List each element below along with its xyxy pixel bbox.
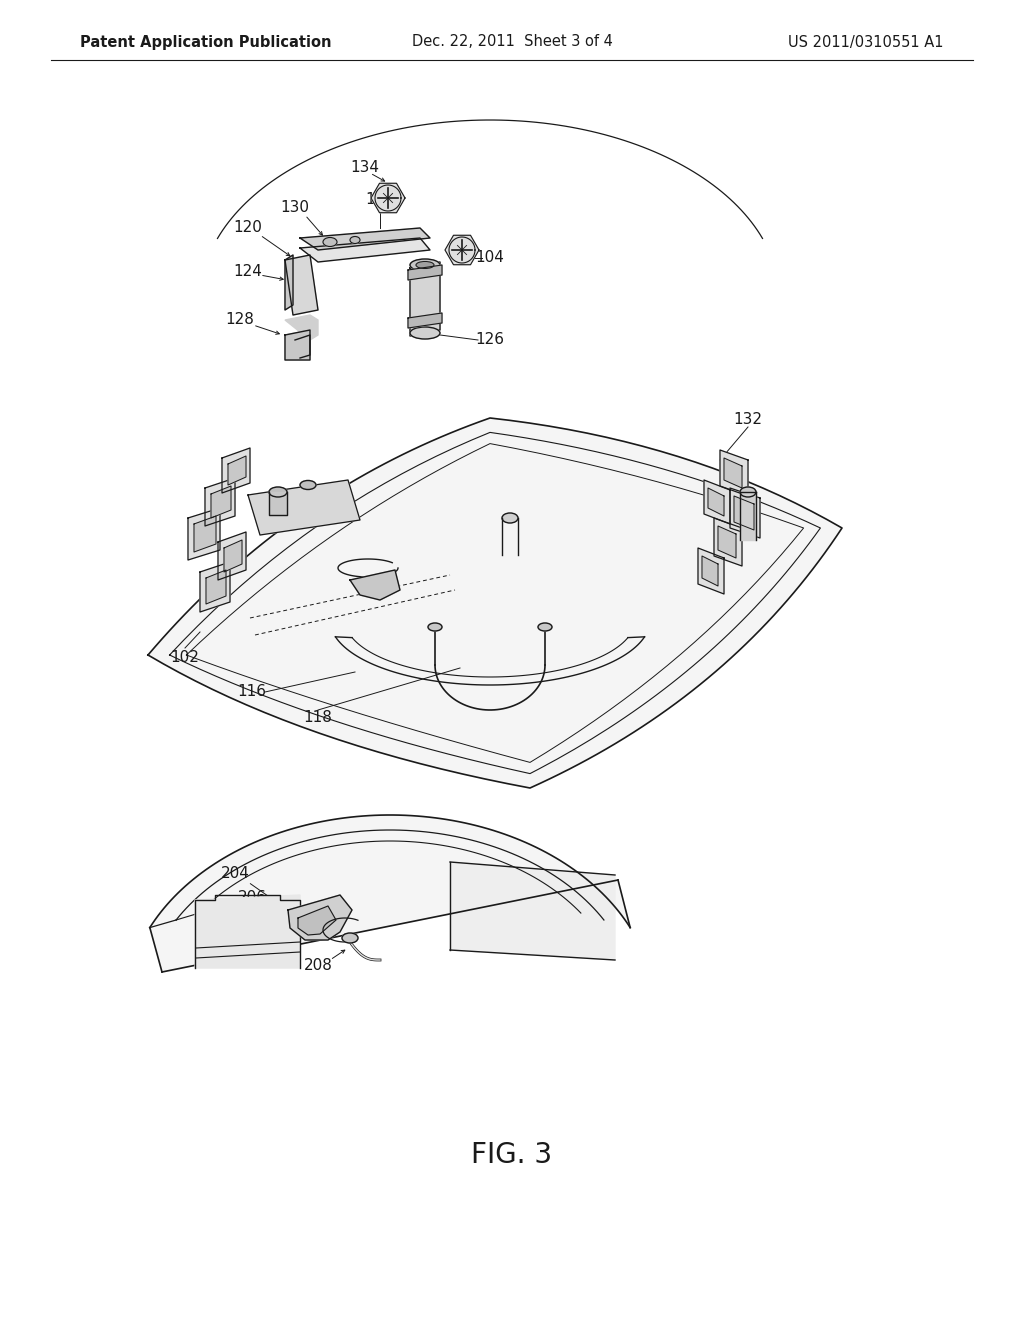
- Ellipse shape: [410, 259, 440, 271]
- Polygon shape: [150, 814, 630, 972]
- Text: 102: 102: [171, 651, 200, 665]
- Polygon shape: [698, 548, 724, 594]
- Polygon shape: [300, 228, 430, 249]
- Polygon shape: [408, 313, 442, 327]
- Text: 204: 204: [220, 866, 250, 882]
- Polygon shape: [408, 265, 442, 280]
- Ellipse shape: [538, 623, 552, 631]
- Polygon shape: [371, 183, 406, 213]
- Text: US 2011/0310551 A1: US 2011/0310551 A1: [788, 34, 944, 49]
- Polygon shape: [211, 486, 231, 517]
- Text: 206: 206: [238, 891, 266, 906]
- Ellipse shape: [300, 480, 316, 490]
- Polygon shape: [269, 492, 287, 515]
- Polygon shape: [708, 488, 724, 516]
- Polygon shape: [205, 478, 234, 525]
- Polygon shape: [285, 330, 310, 360]
- Polygon shape: [200, 562, 230, 612]
- Text: 124: 124: [233, 264, 262, 280]
- Polygon shape: [350, 570, 400, 601]
- Polygon shape: [450, 862, 615, 960]
- Ellipse shape: [502, 513, 518, 523]
- Polygon shape: [298, 906, 336, 935]
- Text: 132: 132: [733, 412, 763, 428]
- Text: 130: 130: [281, 201, 309, 215]
- Polygon shape: [734, 496, 754, 531]
- Polygon shape: [148, 418, 842, 788]
- Polygon shape: [705, 480, 730, 524]
- Text: Dec. 22, 2011  Sheet 3 of 4: Dec. 22, 2011 Sheet 3 of 4: [412, 34, 612, 49]
- Text: 128: 128: [225, 313, 254, 327]
- Polygon shape: [188, 508, 220, 560]
- Polygon shape: [718, 525, 736, 558]
- Polygon shape: [248, 480, 360, 535]
- Ellipse shape: [323, 238, 337, 247]
- Ellipse shape: [410, 327, 440, 339]
- Text: 126: 126: [475, 333, 505, 347]
- Text: 122: 122: [366, 193, 394, 207]
- Polygon shape: [224, 540, 242, 572]
- Ellipse shape: [428, 623, 442, 631]
- Polygon shape: [285, 255, 318, 315]
- Polygon shape: [228, 455, 246, 484]
- Polygon shape: [288, 895, 352, 940]
- Ellipse shape: [350, 236, 360, 243]
- Text: 118: 118: [303, 710, 333, 726]
- Text: FIG. 3: FIG. 3: [471, 1140, 553, 1170]
- Text: 208: 208: [303, 957, 333, 973]
- Text: 120: 120: [233, 220, 262, 235]
- Polygon shape: [222, 447, 250, 492]
- Polygon shape: [195, 895, 300, 968]
- Polygon shape: [702, 556, 718, 586]
- Ellipse shape: [740, 487, 756, 498]
- Polygon shape: [218, 532, 246, 579]
- Ellipse shape: [269, 487, 287, 498]
- Polygon shape: [285, 315, 318, 341]
- Polygon shape: [740, 492, 756, 540]
- Text: 134: 134: [350, 161, 380, 176]
- Polygon shape: [300, 238, 430, 261]
- Polygon shape: [194, 516, 216, 552]
- Polygon shape: [445, 235, 479, 265]
- Polygon shape: [206, 570, 226, 605]
- Ellipse shape: [342, 933, 358, 942]
- Polygon shape: [410, 261, 440, 337]
- Text: Patent Application Publication: Patent Application Publication: [80, 34, 332, 49]
- Polygon shape: [724, 458, 742, 488]
- Polygon shape: [720, 450, 748, 496]
- Text: 104: 104: [475, 251, 505, 265]
- Text: 116: 116: [238, 685, 266, 700]
- Polygon shape: [285, 255, 293, 310]
- Ellipse shape: [416, 261, 434, 268]
- Polygon shape: [730, 488, 760, 539]
- Polygon shape: [714, 517, 742, 566]
